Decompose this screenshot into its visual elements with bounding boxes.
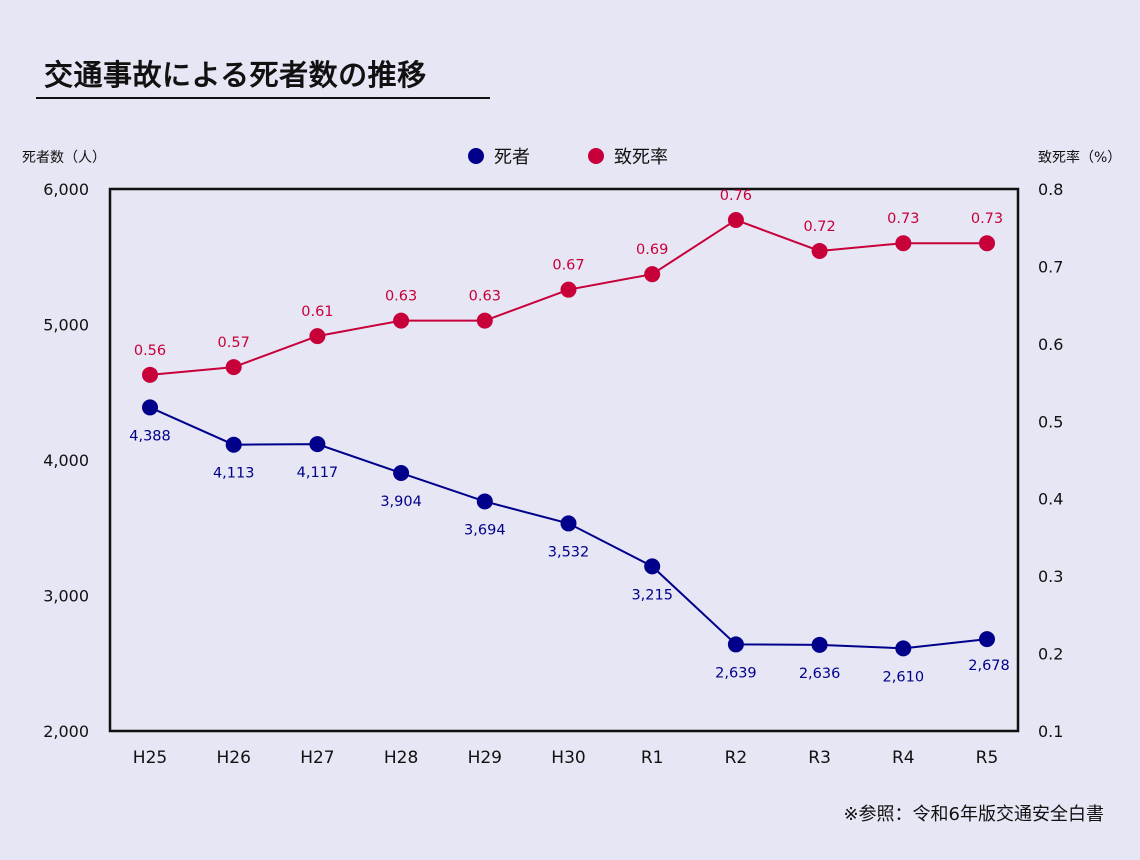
data-point-deaths (225, 436, 242, 453)
data-label-deaths: 3,532 (548, 544, 590, 560)
data-point-deaths (895, 640, 912, 657)
source-note: ※参照：令和6年版交通安全白書 (843, 804, 1104, 825)
data-label-fatality-rate: 0.63 (469, 289, 501, 305)
data-label-deaths: 4,117 (297, 465, 339, 481)
right-axis-tick-label: 0.8 (1038, 180, 1063, 199)
data-label-fatality-rate: 0.69 (636, 242, 668, 258)
x-axis-tick-label: H29 (468, 748, 502, 768)
data-label-deaths: 2,678 (968, 658, 1010, 674)
data-point-deaths (560, 515, 577, 532)
left-axis-tick-label: 6,000 (43, 180, 89, 199)
x-axis-tick-label: H30 (551, 748, 585, 768)
right-axis-tick-label: 0.5 (1038, 412, 1063, 431)
data-label-fatality-rate: 0.73 (971, 211, 1003, 227)
data-point-fatality-rate (979, 235, 995, 252)
legend: 死者 致死率 (468, 143, 726, 169)
data-label-fatality-rate: 0.61 (301, 304, 333, 320)
data-point-deaths (309, 436, 326, 453)
right-axis-tick-label: 0.6 (1038, 335, 1063, 354)
data-point-fatality-rate (309, 328, 326, 345)
data-label-fatality-rate: 0.73 (887, 211, 919, 227)
data-point-fatality-rate (644, 266, 661, 283)
right-axis-tick-label: 0.7 (1038, 257, 1063, 276)
data-point-fatality-rate (142, 366, 158, 383)
x-axis-tick-label: R3 (808, 748, 831, 768)
data-point-deaths (142, 399, 158, 416)
legend-marker-fatality-rate (588, 148, 604, 164)
x-axis-tick-label: H26 (216, 748, 250, 768)
x-axis-tick-label: R4 (892, 748, 915, 768)
data-point-deaths (811, 636, 828, 653)
data-point-fatality-rate (393, 312, 410, 329)
data-point-fatality-rate (811, 242, 828, 259)
right-axis-tick-label: 0.1 (1038, 722, 1063, 741)
data-label-fatality-rate: 0.76 (720, 188, 752, 204)
data-point-deaths (644, 558, 661, 575)
data-label-deaths: 4,113 (213, 466, 255, 482)
data-label-deaths: 2,639 (715, 665, 757, 681)
x-axis-tick-label: R5 (976, 748, 999, 768)
data-label-deaths: 3,904 (380, 494, 422, 510)
right-axis-tick-label: 0.3 (1038, 567, 1063, 586)
data-point-fatality-rate (476, 312, 493, 329)
right-axis-tick-label: 0.2 (1038, 645, 1063, 664)
data-point-fatality-rate (895, 235, 912, 252)
data-label-deaths: 2,636 (799, 666, 841, 682)
right-axis-tick-label: 0.4 (1038, 490, 1063, 509)
x-axis-tick-label: H27 (300, 748, 334, 768)
data-point-deaths (979, 631, 995, 648)
data-point-deaths (727, 636, 744, 653)
data-label-fatality-rate: 0.56 (134, 343, 166, 359)
data-label-deaths: 3,215 (631, 587, 673, 603)
data-label-fatality-rate: 0.57 (218, 335, 250, 351)
left-axis-tick-label: 3,000 (43, 587, 89, 606)
data-point-fatality-rate (727, 211, 744, 228)
data-point-fatality-rate (560, 281, 577, 298)
chart-title: 交通事故による死者数の推移 (44, 58, 427, 92)
legend-label-fatality-rate: 致死率 (614, 147, 668, 168)
data-label-fatality-rate: 0.72 (803, 219, 835, 235)
x-axis-tick-label: H28 (384, 748, 418, 768)
right-axis-title: 致死率（%） (1038, 150, 1122, 166)
data-label-deaths: 2,610 (883, 669, 925, 685)
left-axis-title: 死者数（人） (22, 150, 106, 166)
x-axis-tick-label: H25 (133, 748, 167, 768)
x-axis-tick-label: R1 (641, 748, 664, 768)
data-label-fatality-rate: 0.63 (385, 289, 417, 305)
data-label-fatality-rate: 0.67 (552, 258, 584, 274)
left-axis-tick-label: 2,000 (43, 722, 89, 741)
title-underline (36, 97, 490, 99)
left-axis-tick-label: 5,000 (43, 316, 89, 335)
data-point-deaths (393, 465, 410, 482)
data-label-deaths: 4,388 (129, 428, 171, 444)
legend-item-fatality-rate: 致死率 (588, 143, 668, 169)
data-label-deaths: 3,694 (464, 522, 506, 538)
data-point-fatality-rate (225, 359, 242, 376)
x-axis-tick-label: R2 (725, 748, 748, 768)
legend-marker-deaths (468, 148, 484, 164)
legend-label-deaths: 死者 (494, 147, 530, 168)
left-axis-tick-label: 4,000 (43, 451, 89, 470)
plot-frame (108, 187, 1020, 733)
data-point-deaths (476, 493, 493, 510)
legend-item-deaths: 死者 (468, 143, 530, 169)
